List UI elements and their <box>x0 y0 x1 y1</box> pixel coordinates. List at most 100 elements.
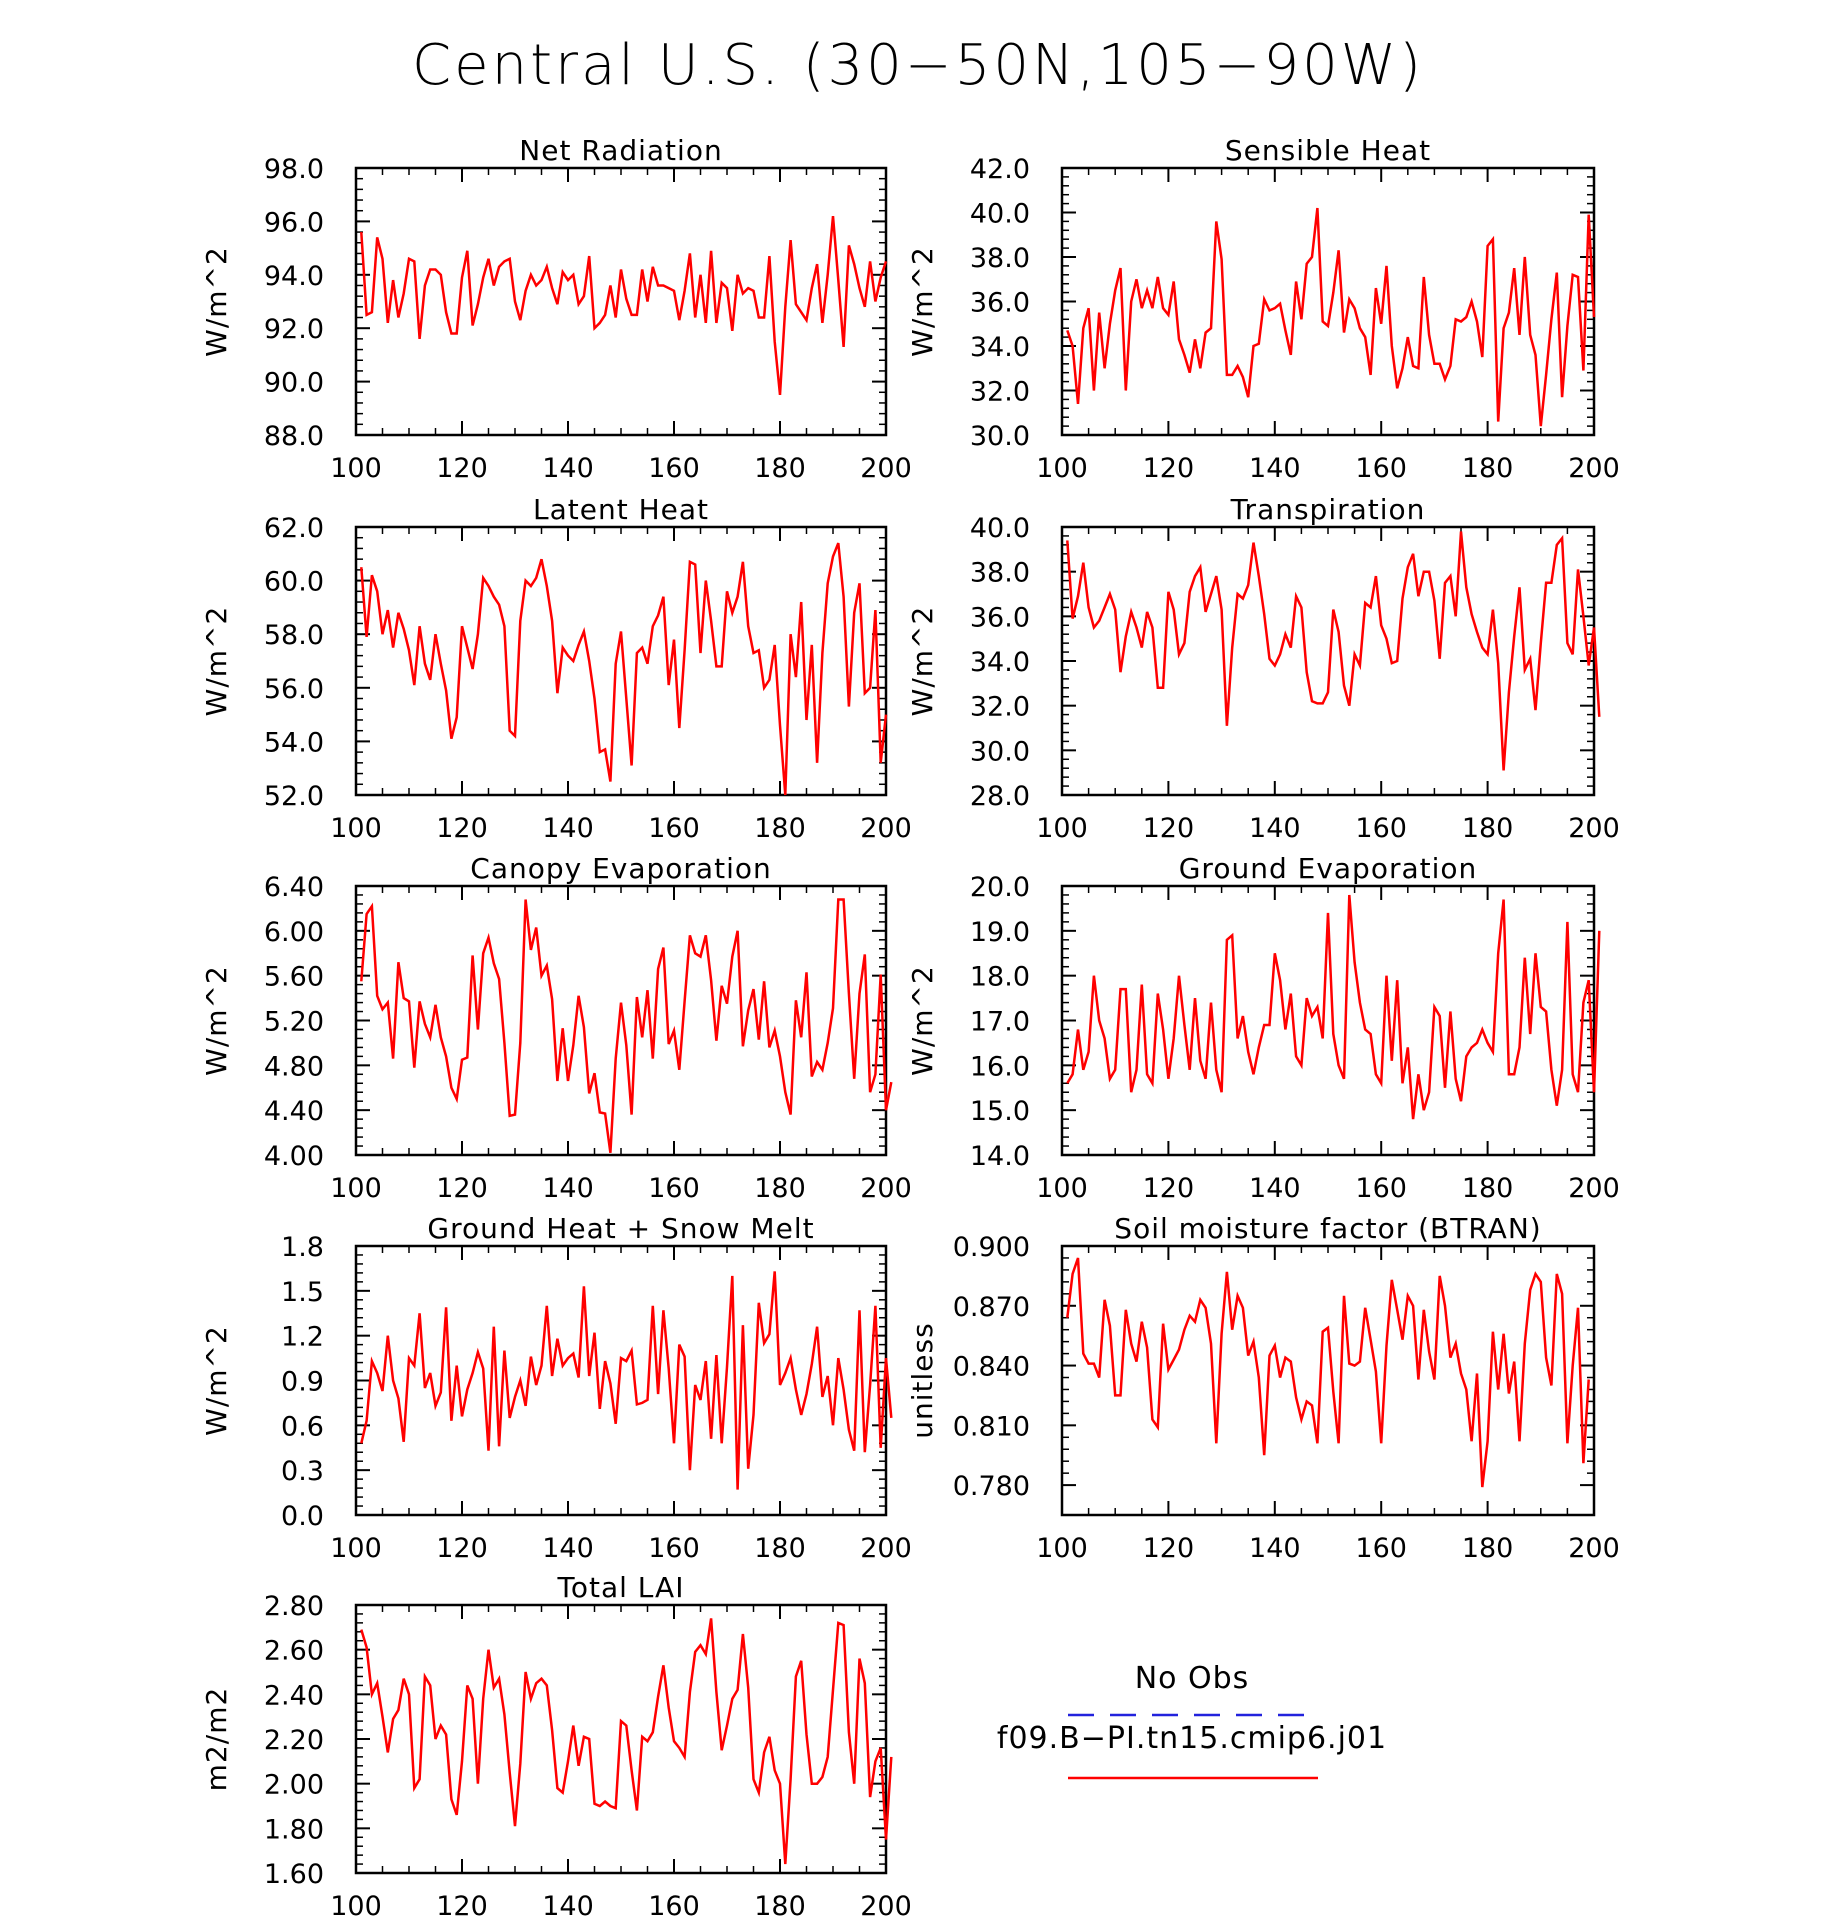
y-tick-label: 0.9 <box>281 1367 324 1398</box>
y-tick-label: 32.0 <box>970 377 1030 408</box>
y-axis-label: W/m^2 <box>906 965 939 1076</box>
series-line <box>1066 1257 1590 1488</box>
panel-frame <box>354 1244 888 1517</box>
y-tick-label: 2.40 <box>264 1680 324 1711</box>
y-tick-label: 19.0 <box>970 917 1030 948</box>
y-axis-label: W/m^2 <box>906 606 939 717</box>
y-tick-label: 98.0 <box>264 154 324 185</box>
x-tick-label: 120 <box>436 1173 488 1204</box>
panel-sensible-heat: 100 120 140 160 180 200 30.0 32.0 34.0 36.0 38.0 40… <box>906 134 1620 484</box>
y-tick-label: 54.0 <box>264 727 324 758</box>
panel-net-radiation: 100 120 140 160 180 200 88.0 90.0 92.0 94.0 96.0 98… <box>200 134 912 484</box>
y-tick-label: 40.0 <box>970 513 1030 544</box>
x-tick-label: 140 <box>1249 1173 1301 1204</box>
y-tick-label: 2.00 <box>264 1770 324 1801</box>
y-tick-label: 4.40 <box>264 1096 324 1127</box>
x-tick-label: 180 <box>754 813 806 844</box>
x-tick-label: 200 <box>860 1891 912 1922</box>
panel-title: Ground Heat + Snow Melt <box>427 1212 814 1245</box>
y-tick-label: 34.0 <box>970 647 1030 678</box>
x-tick-label: 140 <box>542 1173 594 1204</box>
series-line <box>1066 894 1601 1120</box>
y-tick-label: 0.840 <box>953 1352 1030 1383</box>
x-tick-label: 200 <box>860 453 912 484</box>
x-tick-label: 100 <box>1036 453 1088 484</box>
x-tick-label: 160 <box>648 453 700 484</box>
x-tick-label: 200 <box>860 1173 912 1204</box>
panel-canopy-evaporation: 100 120 140 160 180 200 4.00 4.40 4.80 5.20 5.60 6.… <box>200 852 912 1204</box>
figure-title: Central U.S. (30−50N,105−90W) <box>412 33 1424 98</box>
y-tick-label: 0.870 <box>953 1292 1030 1323</box>
x-tick-label: 140 <box>542 1891 594 1922</box>
x-tick-label: 120 <box>1143 1173 1195 1204</box>
y-tick-label: 15.0 <box>970 1096 1030 1127</box>
x-tick-label: 180 <box>754 1173 806 1204</box>
y-tick-label: 94.0 <box>264 261 324 292</box>
panel-title: Latent Heat <box>533 493 709 526</box>
x-tick-label: 160 <box>648 1533 700 1564</box>
x-tick-label: 140 <box>1249 453 1301 484</box>
y-tick-label: 62.0 <box>264 513 324 544</box>
x-tick-label: 140 <box>1249 1533 1301 1564</box>
panel-frame <box>354 166 888 437</box>
x-tick-label: 200 <box>1568 1173 1620 1204</box>
y-tick-label: 58.0 <box>264 620 324 651</box>
x-tick-label: 140 <box>542 453 594 484</box>
x-tick-label: 120 <box>436 453 488 484</box>
y-tick-label: 5.20 <box>264 1007 324 1038</box>
y-tick-label: 36.0 <box>970 288 1030 319</box>
panel-total-lai: 100 120 140 160 180 200 1.60 1.80 2.00 2.20 2.40 2.… <box>200 1571 912 1922</box>
y-tick-label: 17.0 <box>970 1007 1030 1038</box>
x-tick-label: 160 <box>648 1173 700 1204</box>
x-tick-label: 180 <box>1462 453 1514 484</box>
y-tick-label: 18.0 <box>970 962 1030 993</box>
panel-ground-evaporation: 100 120 140 160 180 200 14.0 15.0 16.0 17.0 18.0 19… <box>906 852 1620 1204</box>
panel-ground-heat-snow-melt: 100 120 140 160 180 200 0.0 0.3 0.6 0.9 1.2 1.5 1.8 G… <box>200 1212 912 1564</box>
y-axis-label: unitless <box>906 1322 939 1438</box>
series-line <box>360 1618 893 1865</box>
panel-frame <box>354 525 888 797</box>
x-tick-label: 200 <box>860 1533 912 1564</box>
x-tick-label: 100 <box>330 1533 382 1564</box>
y-tick-label: 32.0 <box>970 692 1030 723</box>
x-tick-label: 180 <box>1462 1533 1514 1564</box>
panel-frame <box>1060 525 1596 797</box>
x-tick-label: 160 <box>648 813 700 844</box>
panel-title: Canopy Evaporation <box>470 852 771 885</box>
y-tick-label: 38.0 <box>970 558 1030 589</box>
y-tick-label: 30.0 <box>970 421 1030 452</box>
x-tick-label: 160 <box>648 1891 700 1922</box>
panel-title: Total LAI <box>557 1571 685 1604</box>
x-tick-label: 180 <box>754 1891 806 1922</box>
y-tick-label: 0.810 <box>953 1411 1030 1442</box>
series-line <box>360 898 893 1153</box>
x-tick-label: 180 <box>1462 813 1514 844</box>
y-axis-label: W/m^2 <box>200 606 233 717</box>
x-tick-label: 200 <box>1568 1533 1620 1564</box>
x-tick-label: 120 <box>1143 813 1195 844</box>
panel-frame <box>1060 1244 1596 1517</box>
x-tick-label: 140 <box>1249 813 1301 844</box>
x-tick-label: 100 <box>1036 813 1088 844</box>
x-tick-label: 100 <box>330 453 382 484</box>
y-tick-label: 88.0 <box>264 421 324 452</box>
y-tick-label: 28.0 <box>970 781 1030 812</box>
y-tick-label: 40.0 <box>970 199 1030 230</box>
y-tick-label: 60.0 <box>264 567 324 598</box>
y-axis-label: W/m^2 <box>200 965 233 1076</box>
x-tick-label: 120 <box>436 1533 488 1564</box>
series-line <box>1066 207 1596 427</box>
y-tick-label: 1.5 <box>281 1277 324 1308</box>
x-tick-label: 140 <box>542 813 594 844</box>
series-line <box>360 1271 893 1490</box>
y-tick-label: 5.60 <box>264 962 324 993</box>
x-tick-label: 100 <box>330 1891 382 1922</box>
legend-label-no-obs: No Obs <box>1135 1661 1250 1696</box>
x-tick-label: 160 <box>1355 1173 1407 1204</box>
x-tick-label: 200 <box>1568 453 1620 484</box>
y-tick-label: 38.0 <box>970 243 1030 274</box>
x-tick-label: 140 <box>542 1533 594 1564</box>
y-tick-label: 34.0 <box>970 332 1030 363</box>
x-tick-label: 100 <box>1036 1533 1088 1564</box>
